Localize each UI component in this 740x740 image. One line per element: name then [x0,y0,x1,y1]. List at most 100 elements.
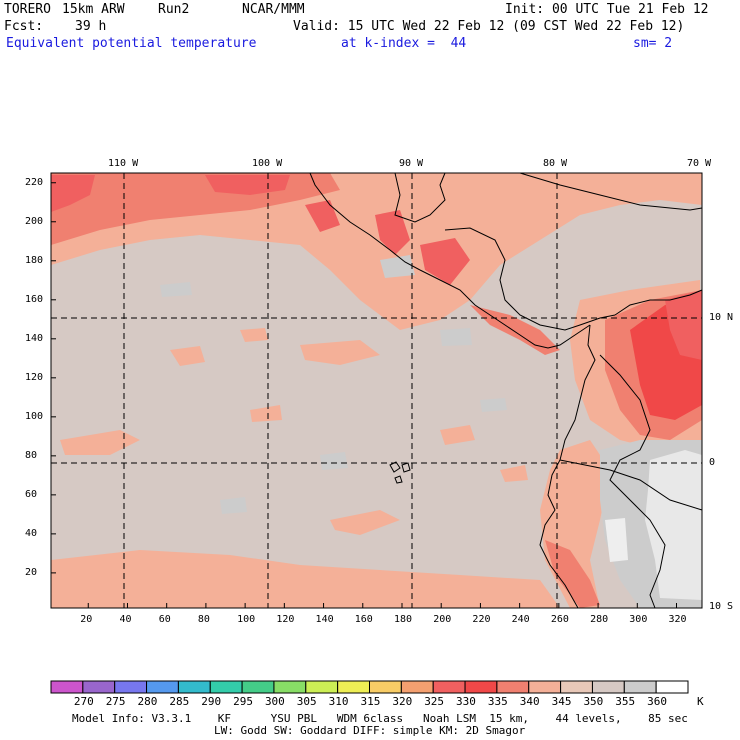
level-label: at k-index = 44 [341,36,467,51]
colorbar-level-label: 335 [487,695,508,708]
colorbar-level-label: 305 [296,695,317,708]
forecast-label: Fcst: [4,19,44,34]
x-grid-label: 100 [237,614,256,625]
graticule [51,173,702,608]
run-label: Run2 [158,2,190,17]
border-inland [559,459,703,511]
x-grid-label: 60 [158,614,171,625]
coastline-mexico [309,172,421,271]
lon-label-80w: 80 W [543,158,568,169]
colorbar-level-label: 285 [169,695,190,708]
x-grid-label: 160 [354,614,373,625]
colorbar-level-label: 325 [424,695,445,708]
colorbar-swatch [82,680,116,694]
coastline-central-america-caribbean [444,227,616,331]
model-info-line: Model Info: V3.3.1 KF YSU PBL WDM 6class… [72,712,688,725]
valid-time: Valid: 15 UTC Wed 22 Feb 12 (09 CST Wed … [293,19,685,34]
colorbar-level-label: 330 [456,695,476,708]
y-grid-label: 160 [25,293,44,305]
colorbar-swatch [400,680,434,694]
warm-core-northwest [51,175,95,212]
lon-label-70w: 70 W [687,158,712,169]
warm-core-el-salvador [375,210,410,255]
colorbar-level-label: 310 [328,695,349,708]
colorbar-level-label: 355 [615,695,636,708]
colorbar-swatch [337,680,370,694]
x-grid-label: 280 [590,614,609,625]
warm-core-guatemala [305,200,340,232]
colorbar-level-label: 350 [583,695,604,708]
colorbar-swatch [496,680,530,694]
y-grid-label: 100 [25,410,44,422]
colorbar-swatch [560,680,593,694]
x-grid-label: 120 [276,614,295,625]
ocean-cool-patches [160,255,507,514]
y-grid-label: 20 [25,566,38,578]
model-resolution: 15km ARW [62,2,125,17]
y-grid-label: 180 [25,254,44,266]
colorbar-level-label: 345 [551,695,572,708]
y-grid-label: 80 [25,449,38,461]
y-grid-label: 120 [25,371,44,383]
x-grid-label: 80 [197,614,210,625]
colorbar-swatch [209,680,243,694]
lon-label-100w: 100 W [252,158,283,169]
colorbar-swatch [591,680,625,694]
coastline-south-america-west [539,324,596,609]
colorbar-swatch [114,680,148,694]
colorbar-level-label: 315 [360,695,381,708]
x-grid-label: 140 [315,614,334,625]
y-grid-label: 140 [25,332,44,344]
x-grid-label: 240 [511,614,530,625]
smoothing-label: sm= 2 [633,36,673,51]
colorbar-swatch [50,680,84,694]
forecast-hour: 39 h [75,19,107,34]
colorbar-swatch [241,680,275,694]
y-grid-label: 220 [25,176,44,188]
x-grid-label: 260 [550,614,569,625]
lon-label-110w: 110 W [108,158,139,169]
colorbar-swatch [464,680,498,694]
x-grid-label: 300 [629,614,648,625]
lat-label-10s: 10 S [709,601,734,612]
colorbar-level-label: 340 [519,695,540,708]
coastline-central-america-pacific [419,269,591,349]
map-frame [50,172,703,609]
model-name: TORERO [4,2,51,17]
cool-core-amazon [645,450,702,600]
coastline-south-america-north [614,289,703,316]
y-grid-label: 40 [25,527,38,539]
colorbar-swatch [369,680,402,694]
x-grid-label: 220 [472,614,491,625]
y-grid-label: 200 [25,215,44,227]
colorbar-swatch [305,680,339,694]
warm-core-honduras [420,238,470,285]
colorbar-swatch [432,680,466,694]
colorbar-level-label: 295 [233,695,253,708]
cuba-coast [519,172,703,211]
colorbar-unit: K [697,695,704,708]
border-andes [599,354,666,609]
axis-ticks [51,182,678,608]
colorbar-level-label: 320 [392,695,413,708]
colorbar-swatch [528,680,562,694]
physics-info-line: LW: Godd SW: Goddard DIFF: simple KM: 2D… [214,724,526,737]
x-grid-label: 200 [433,614,452,625]
warm-band-peru-335 [545,540,600,608]
warm-core-venezuela [665,290,702,360]
x-grid-label: 320 [668,614,687,625]
colorbar-level-label: 290 [201,695,222,708]
colorbar-swatch [655,680,689,694]
y-grid-label: 60 [25,488,38,500]
ocean-warm-patches [51,328,560,608]
colorbar-level-label: 300 [264,695,285,708]
colorbar-level-label: 275 [105,695,126,708]
x-grid-label: 180 [393,614,413,625]
colorbar-swatch [177,680,211,694]
colorbar-level-label: 270 [73,695,94,708]
warm-core-mexico-coast [205,175,290,195]
lat-label-10n: 10 N [709,312,734,323]
colorbar-level-label: 280 [137,695,158,708]
cool-patch-amazon-small [605,518,628,562]
